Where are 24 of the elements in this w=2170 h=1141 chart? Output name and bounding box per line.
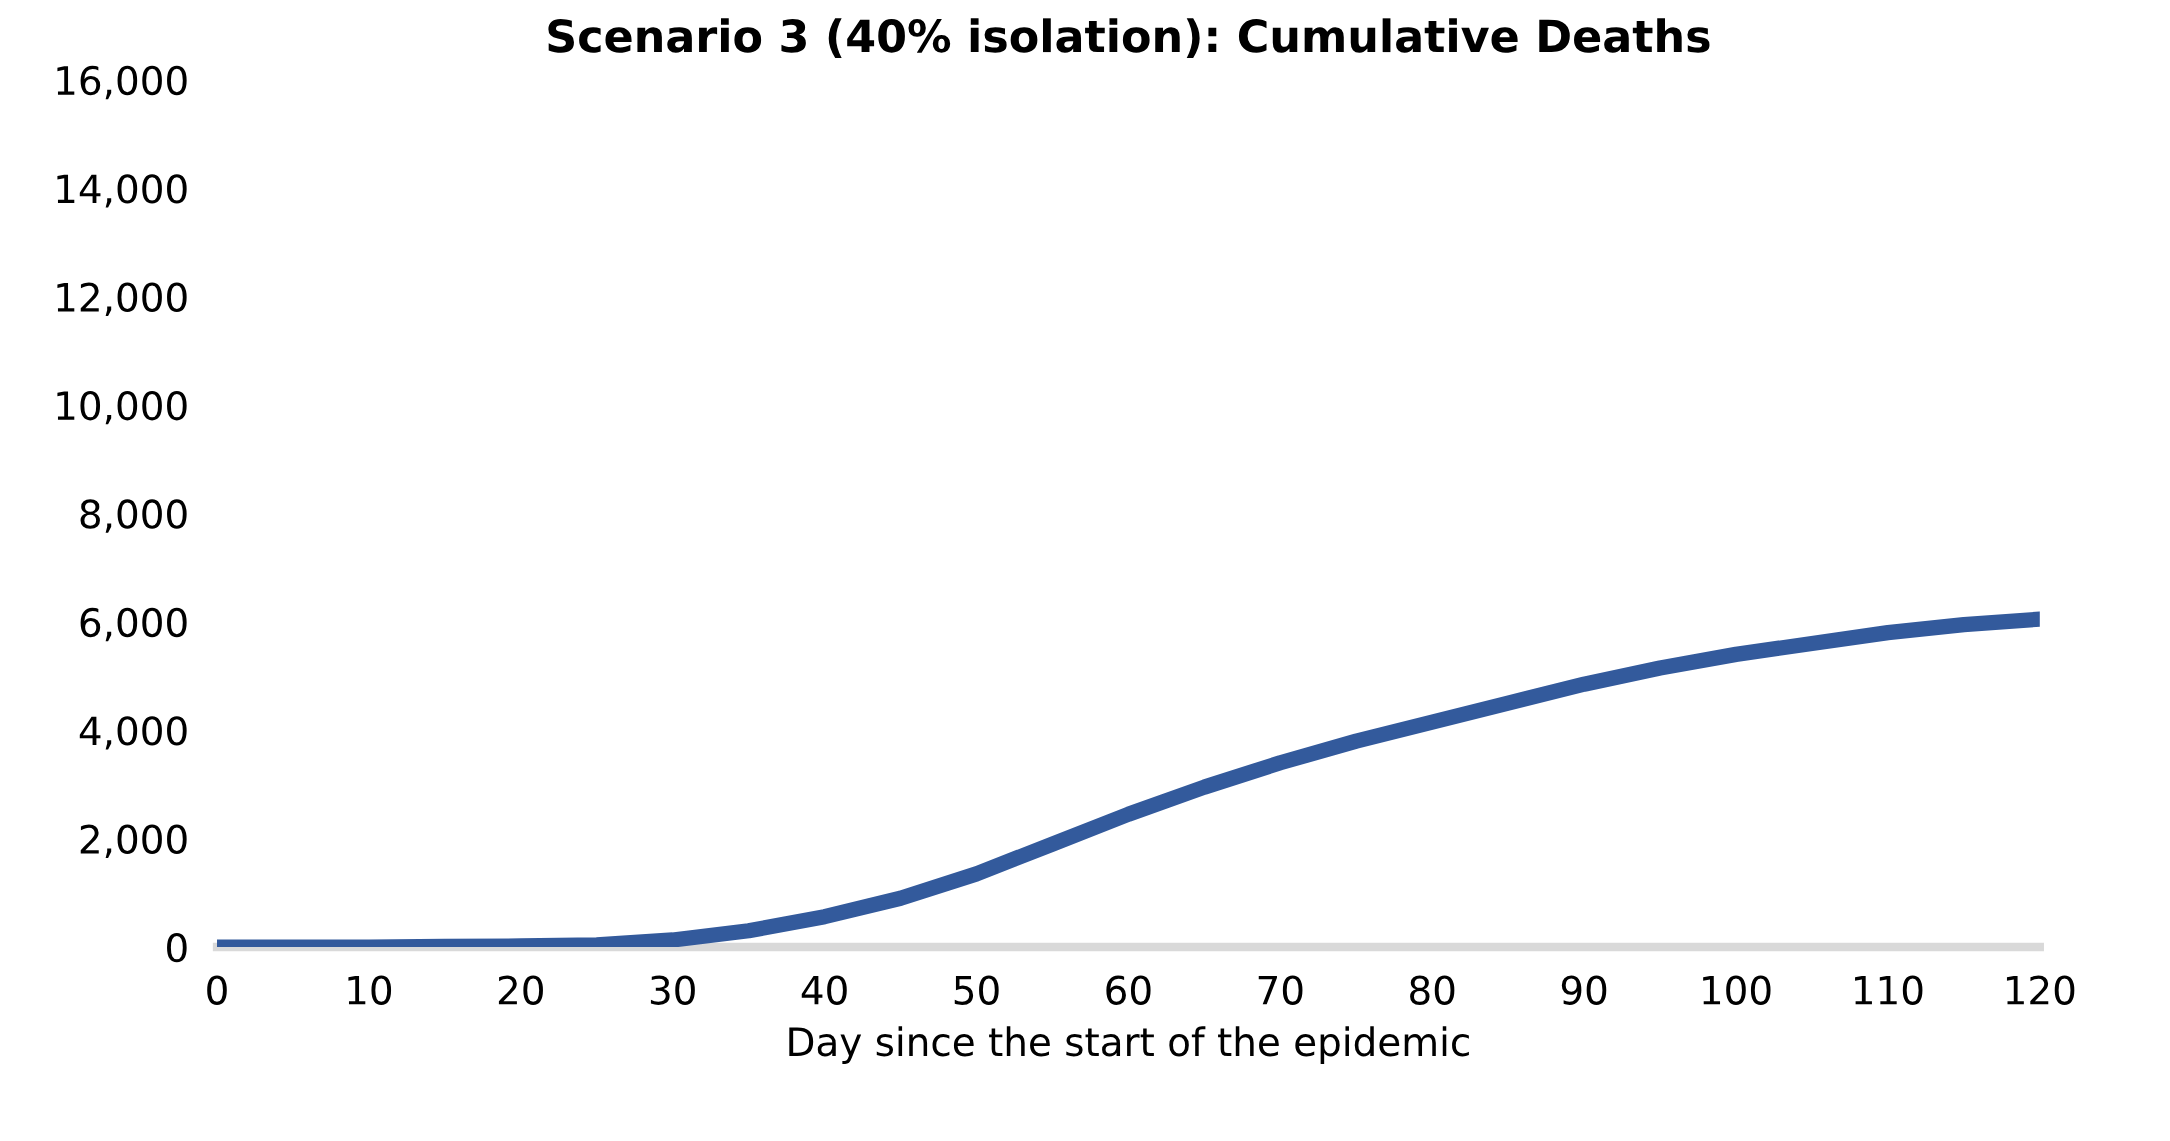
y-tick-label: 12,000 bbox=[57, 282, 187, 316]
x-tick-label: 110 bbox=[1855, 975, 1923, 1005]
y-tick-label: 14,000 bbox=[57, 174, 187, 208]
y-tick-label: 6,000 bbox=[80, 607, 187, 642]
chart-title: Scenario 3 (40% isolation): Cumulative Deaths bbox=[548, 18, 1710, 58]
x-tick-label: 30 bbox=[650, 975, 695, 1005]
y-tick-label: 2,000 bbox=[80, 824, 187, 858]
y-tick-label: 0 bbox=[167, 932, 187, 963]
x-tick-label: 90 bbox=[1561, 975, 1607, 1005]
y-tick-label: 10,000 bbox=[57, 390, 187, 425]
x-tick-label: 60 bbox=[1106, 975, 1151, 1005]
x-tick-label: 0 bbox=[207, 975, 227, 1005]
x-tick-label: 100 bbox=[1703, 975, 1771, 1005]
x-tick-label: 80 bbox=[1410, 975, 1455, 1005]
y-tick-label: 8,000 bbox=[80, 499, 187, 533]
x-tick-label: 40 bbox=[801, 975, 847, 1005]
x-tick-label: 10 bbox=[348, 975, 392, 1005]
x-tick-label: 120 bbox=[2006, 975, 2075, 1005]
y-tick-label: 4,000 bbox=[79, 716, 187, 750]
x-tick-label: 50 bbox=[954, 975, 999, 1005]
y-tick-label: 16,000 bbox=[57, 65, 187, 100]
x-axis-title: Day since the start of the epidemic bbox=[789, 1026, 1469, 1064]
x-tick-label: 20 bbox=[498, 975, 543, 1005]
x-tick-label: 70 bbox=[1258, 975, 1303, 1005]
